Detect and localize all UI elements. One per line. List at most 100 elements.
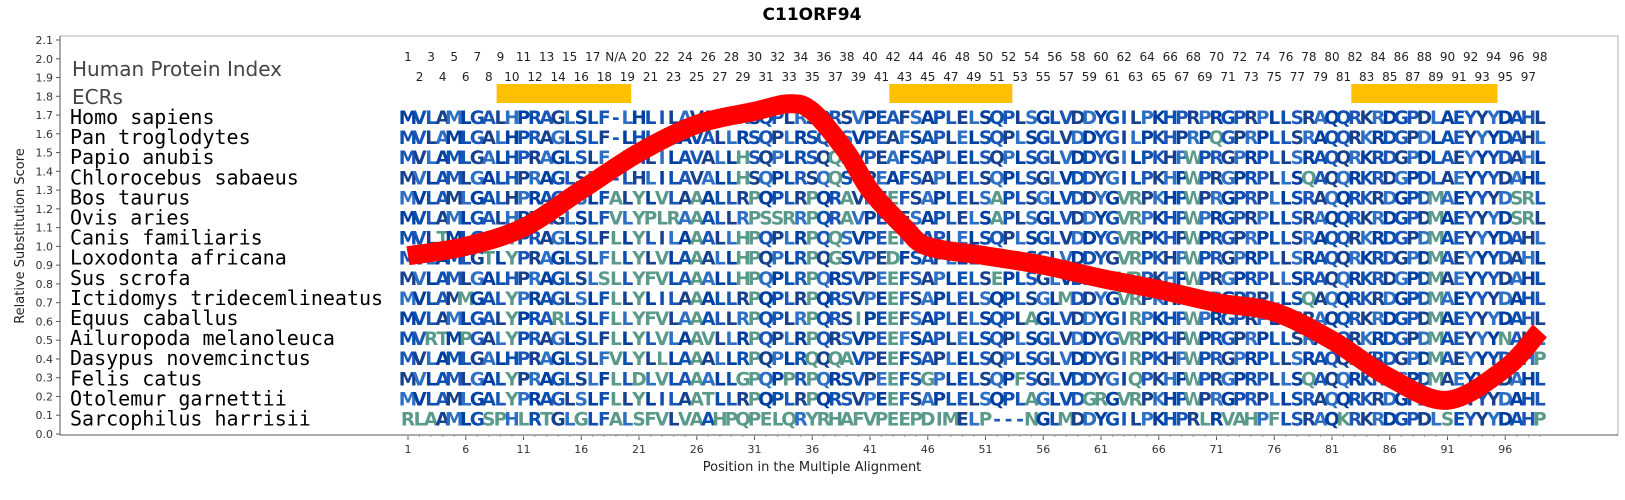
residue: A [539, 168, 554, 189]
residue: S [1025, 168, 1038, 189]
residue: L [1049, 410, 1061, 431]
residue: F [598, 209, 611, 230]
residue: D [1382, 128, 1397, 149]
residue: L [783, 168, 795, 189]
residue: S [1291, 369, 1304, 390]
residue: P [805, 249, 819, 270]
residue: K [1359, 209, 1374, 230]
residue: A [1440, 369, 1455, 390]
residue: S [1291, 108, 1304, 129]
residue: S [979, 389, 992, 410]
residue: E [887, 309, 900, 330]
residue: P [1406, 249, 1420, 270]
residue: A [539, 389, 554, 410]
index-number: 20 [631, 50, 646, 64]
y-tick-label: 0.6 [36, 315, 54, 328]
residue: Y [1474, 349, 1489, 370]
residue: Q [1324, 349, 1340, 370]
index-number: 21 [643, 70, 658, 84]
species-name: Canis familiaris [70, 226, 263, 250]
residue: S [575, 148, 588, 169]
residue: G [551, 148, 566, 169]
human-protein-index: 1 3 5 7 9 11 13 15 17 N/A 20 22 24 26 28 30 32 34 36 38 40 42… [404, 50, 1547, 84]
residue: D [1498, 148, 1513, 169]
x-tick-label: 1 [405, 443, 412, 456]
residue: R [528, 349, 542, 370]
residue: R [1209, 329, 1223, 350]
y-tick-label: 0.2 [36, 390, 54, 403]
residue: A [435, 148, 450, 169]
residue: G [1036, 148, 1051, 169]
residue: Q [989, 309, 1005, 330]
residue: A [539, 148, 554, 169]
residue: P [863, 269, 877, 290]
residue: L [968, 289, 980, 310]
residue: M [399, 329, 417, 350]
residue: E [875, 289, 888, 310]
residue: E [956, 410, 969, 431]
residue: P [1198, 188, 1212, 209]
residue: F [898, 289, 911, 310]
residue: Y [1486, 329, 1501, 350]
residue: P [1175, 369, 1189, 390]
index-number: 28 [724, 50, 739, 64]
residue: Y [1093, 188, 1108, 209]
residue: L [668, 168, 680, 189]
residue: K [1359, 148, 1374, 169]
residue: L [564, 229, 576, 250]
residue: H [1521, 269, 1536, 290]
residue: E [875, 369, 888, 390]
residue: H [1163, 309, 1178, 330]
residue: G [1036, 349, 1051, 370]
residue: A [482, 329, 497, 350]
residue: Q [827, 229, 843, 250]
residue: G [1036, 108, 1051, 129]
residue: A [1025, 389, 1040, 410]
residue: A [678, 229, 693, 250]
residue: P [1233, 369, 1247, 390]
residue: S [979, 289, 992, 310]
residue: L [1049, 209, 1061, 230]
residue: M [1427, 188, 1445, 209]
residue: L [587, 229, 599, 250]
residue: R [1244, 249, 1258, 270]
residue: A [482, 148, 497, 169]
residue: H [1163, 108, 1178, 129]
residue: R [1348, 188, 1362, 209]
residue: - [612, 168, 620, 189]
residue: P [979, 410, 993, 431]
residue: M [445, 168, 463, 189]
residue: L [460, 209, 472, 230]
residue: L [460, 389, 472, 410]
residue: P [771, 148, 785, 169]
residue: R [1302, 389, 1316, 410]
residue: Y [1486, 269, 1501, 290]
residue: D [1498, 209, 1513, 230]
residue: K [1152, 349, 1167, 370]
residue: G [1105, 349, 1120, 370]
residue: A [1313, 128, 1328, 149]
residue: A [921, 389, 936, 410]
residue: P [1140, 148, 1154, 169]
residue: L [495, 188, 507, 209]
residue: S [840, 289, 853, 310]
residue: M [445, 389, 463, 410]
residue: G [1394, 168, 1409, 189]
residue: G [1105, 369, 1120, 390]
residue: S [1510, 188, 1523, 209]
residue: Y [1093, 329, 1108, 350]
residue: G [551, 168, 566, 189]
residue: E [875, 168, 888, 189]
residue: L [1280, 249, 1292, 270]
residue: G [551, 229, 566, 250]
residue: R [828, 309, 842, 330]
residue: R [794, 128, 808, 149]
residue: D [1417, 148, 1432, 169]
residue: Q [816, 309, 832, 330]
residue: R [551, 309, 565, 330]
residue: K [1359, 168, 1374, 189]
residue: L [945, 128, 957, 149]
residue: H [1521, 249, 1536, 270]
residue: R [1244, 369, 1258, 390]
residue: L [668, 289, 680, 310]
